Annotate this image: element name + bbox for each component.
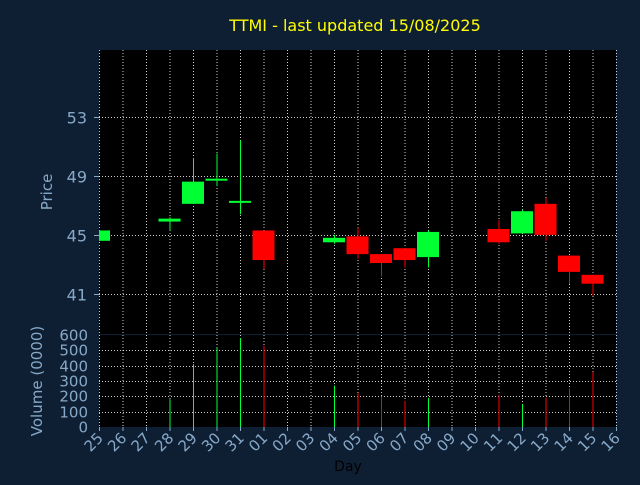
price-tick-label: 53 [67, 109, 87, 128]
volume-tick-label: 200 [59, 388, 88, 406]
day-tick-label: 04 [316, 429, 342, 455]
day-tick-label: 08 [410, 429, 436, 455]
volume-tick-label: 500 [59, 342, 88, 360]
candle-body [346, 236, 369, 255]
candle-body [370, 254, 392, 263]
day-tick-label: 28 [151, 429, 177, 455]
day-tick-label: 27 [128, 429, 154, 455]
price-axis-label: Price [38, 174, 56, 211]
day-tick-label: 06 [363, 429, 389, 455]
volume-tick-label: 300 [59, 373, 88, 391]
day-tick-label: 03 [292, 429, 318, 455]
x-axis-label: Day [334, 459, 362, 475]
price-y-ticks: 41 45 49 53 [67, 109, 99, 305]
candle-body [252, 230, 275, 261]
day-tick-label: 01 [245, 429, 271, 455]
candle-body [205, 178, 228, 181]
candle-body [487, 228, 510, 243]
day-tick-label: 16 [598, 429, 624, 455]
candles-layer [99, 140, 604, 296]
candle-body [511, 211, 533, 234]
price-tick-label: 41 [67, 286, 87, 305]
day-tick-label: 15 [574, 429, 600, 455]
day-tick-label: 10 [457, 429, 483, 455]
price-tick-label: 45 [67, 227, 87, 246]
day-tick-label: 12 [504, 429, 530, 455]
day-tick-label: 02 [269, 429, 295, 455]
day-tick-label: 11 [480, 429, 506, 455]
day-tick-label: 29 [175, 429, 201, 455]
candle-body [323, 237, 345, 243]
volume-axis-label: Volume (0000) [28, 326, 46, 436]
day-tick-label: 13 [527, 429, 553, 455]
candle-body [182, 181, 204, 204]
day-tick-label: 05 [339, 429, 365, 455]
chart-title: TTMI - last updated 15/08/2025 [228, 16, 481, 35]
candle-body [581, 274, 604, 284]
volume-bars-layer [169, 338, 594, 427]
volume-tick-label: 0 [78, 419, 88, 437]
day-tick-label: 09 [433, 429, 459, 455]
day-tick-label: 07 [386, 429, 412, 455]
candle-body [534, 203, 557, 235]
price-tick-label: 49 [67, 168, 87, 187]
candle-body [158, 218, 181, 222]
candle-body [99, 230, 110, 241]
volume-tick-label: 400 [59, 358, 88, 376]
day-tick-label: 31 [222, 429, 248, 455]
candle-body [393, 248, 416, 261]
candle-body [417, 231, 439, 258]
volume-tick-label: 600 [59, 327, 88, 345]
day-tick-label: 14 [551, 429, 577, 455]
candle-body [229, 200, 251, 203]
day-tick-label: 30 [198, 429, 224, 455]
day-x-ticks: 2526272829303101020304050607080910111213… [81, 427, 624, 455]
price-grid [99, 50, 617, 334]
volume-tick-label: 100 [59, 404, 88, 422]
day-tick-label: 26 [104, 429, 130, 455]
candle-body [558, 255, 580, 272]
